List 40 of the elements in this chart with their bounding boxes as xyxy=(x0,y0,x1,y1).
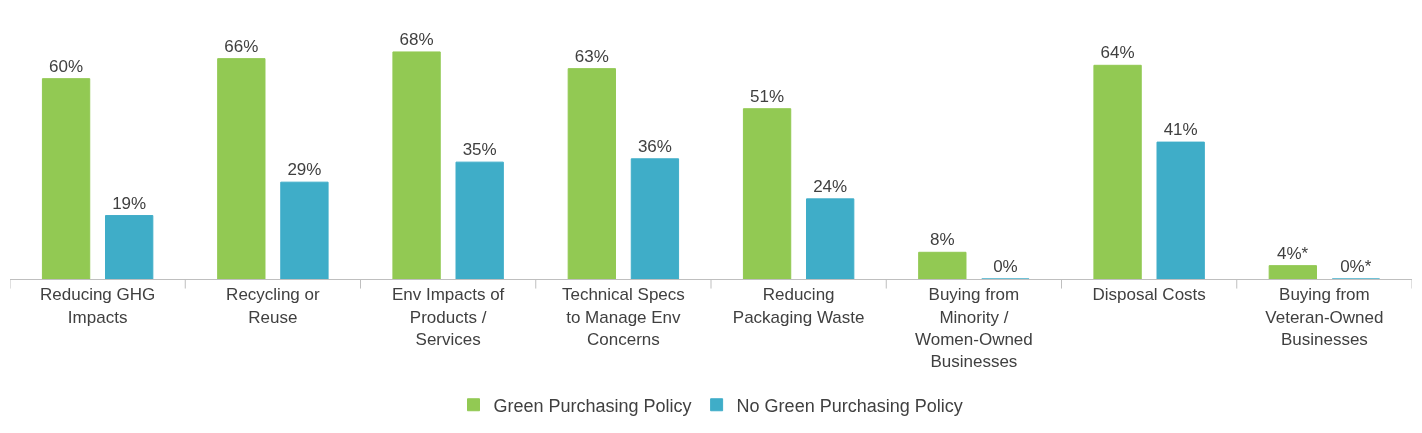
data-label: 51% xyxy=(750,86,785,106)
x-tick-label: Reducing Packaging Waste xyxy=(732,285,865,327)
bar xyxy=(567,68,616,279)
bar xyxy=(806,198,855,279)
legend-label: No Green Purchasing Policy xyxy=(736,395,963,416)
bar xyxy=(918,251,967,279)
bar xyxy=(1093,64,1142,279)
legend-label: Green Purchasing Policy xyxy=(493,395,692,416)
bar xyxy=(1268,265,1317,279)
bar xyxy=(455,161,504,279)
data-label: 68% xyxy=(399,29,434,49)
x-tick-label: Buying from Minority / Women-Owned Businesses xyxy=(914,285,1033,371)
data-label: 19% xyxy=(112,193,147,213)
data-label: 60% xyxy=(49,56,84,76)
x-tick-label: Disposal Costs xyxy=(1092,285,1206,305)
x-tick-label: Buying from Veteran-Owned Businesses xyxy=(1265,285,1384,349)
bar xyxy=(217,58,266,279)
data-label: 0% xyxy=(993,257,1018,276)
data-label: 8% xyxy=(930,230,955,250)
bar xyxy=(105,215,154,279)
bar xyxy=(280,181,329,279)
data-label: 64% xyxy=(1100,43,1135,63)
data-label: 29% xyxy=(287,160,322,180)
bar xyxy=(41,78,91,279)
bar xyxy=(1156,141,1205,279)
data-label: 63% xyxy=(574,46,609,66)
x-tick-label: Env Impacts of Products / Services xyxy=(391,285,505,349)
x-tick-label: Recycling or Reuse xyxy=(226,285,320,327)
data-label: 36% xyxy=(637,136,672,156)
x-tick-label: Reducing GHG Impacts xyxy=(39,285,156,327)
data-label: 66% xyxy=(224,36,259,56)
bar xyxy=(742,108,792,279)
bar xyxy=(630,158,680,279)
data-label: 35% xyxy=(462,140,497,160)
data-label: 4%* xyxy=(1277,243,1309,263)
data-label: 0%* xyxy=(1340,257,1372,276)
data-label: 41% xyxy=(1163,120,1198,140)
x-tick-label: Technical Specs to Manage Env Concerns xyxy=(561,285,685,349)
bar xyxy=(392,51,441,279)
data-label: 24% xyxy=(813,176,848,196)
